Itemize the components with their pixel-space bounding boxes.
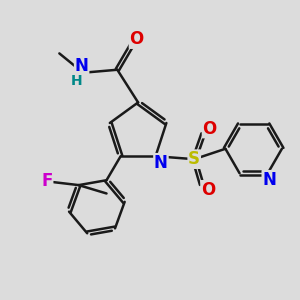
Text: N: N bbox=[154, 154, 168, 172]
Text: O: O bbox=[202, 120, 217, 138]
Text: F: F bbox=[41, 172, 52, 190]
Text: S: S bbox=[188, 150, 200, 168]
Text: O: O bbox=[201, 181, 215, 199]
Text: O: O bbox=[130, 30, 144, 48]
Text: N: N bbox=[262, 171, 276, 189]
Text: H: H bbox=[71, 74, 82, 88]
Text: N: N bbox=[75, 57, 88, 75]
